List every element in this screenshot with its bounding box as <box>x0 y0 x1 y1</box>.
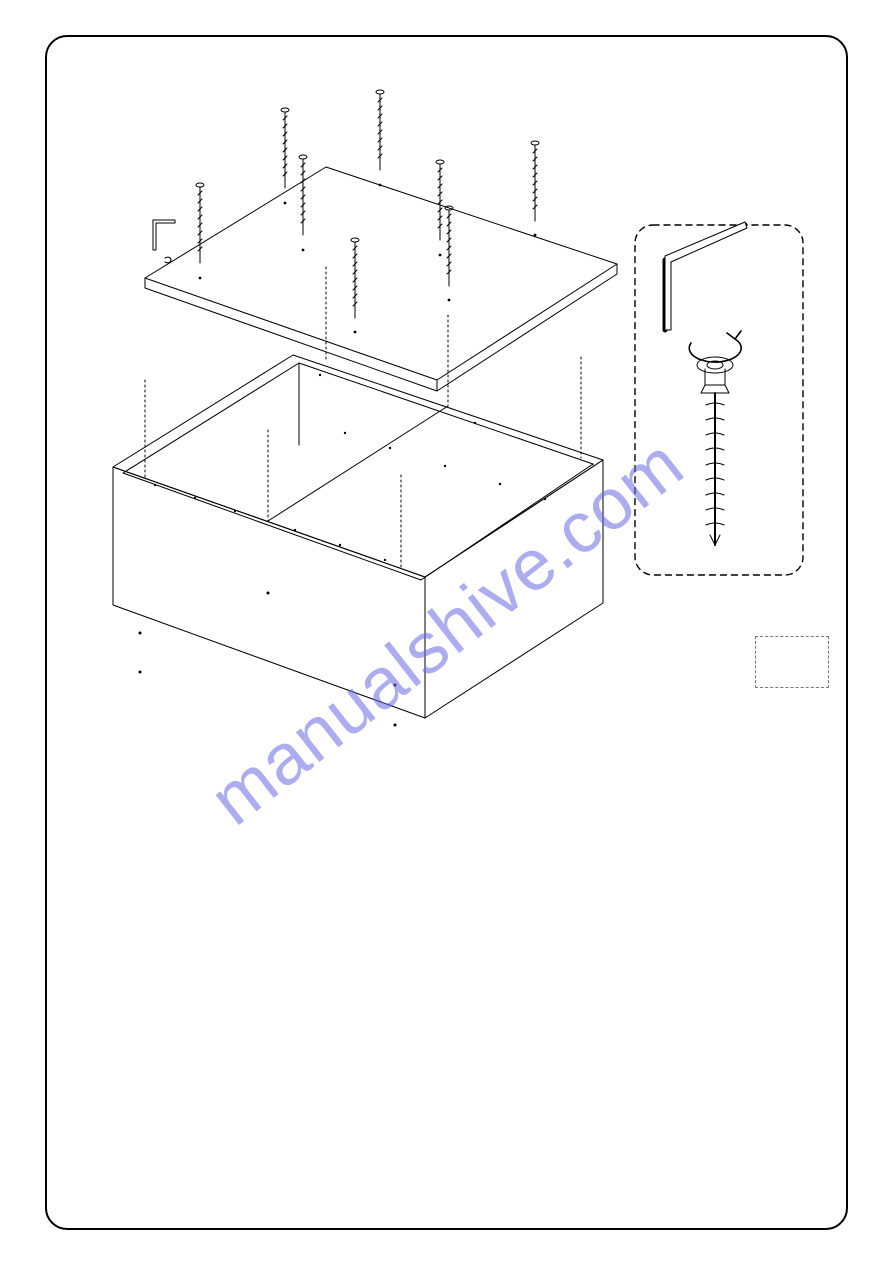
step-number-box <box>755 636 829 688</box>
